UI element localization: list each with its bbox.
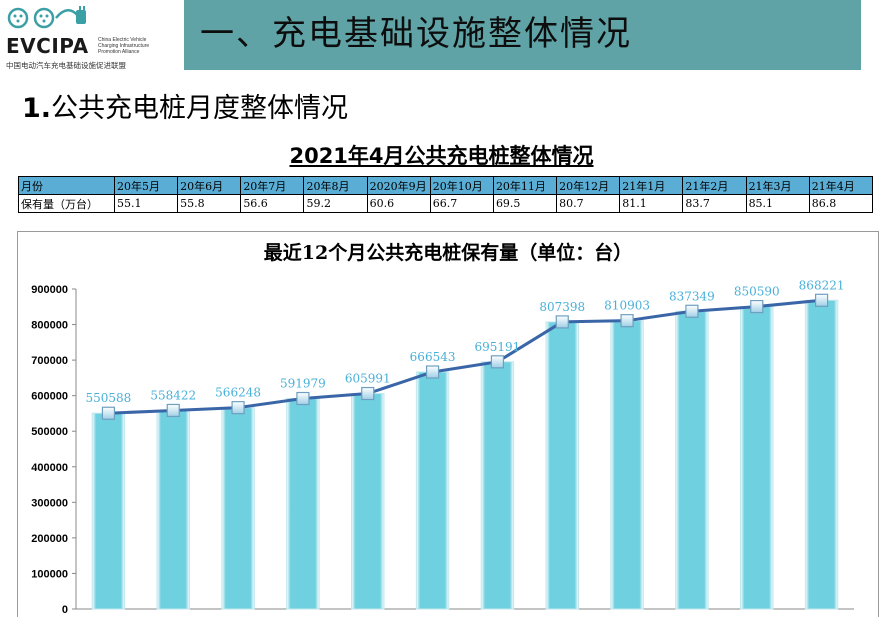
- y-tick-label: 100000: [31, 568, 68, 580]
- line-point: [814, 293, 829, 307]
- table-cell: 20年12月: [556, 176, 621, 195]
- table-cell: 20年11月: [492, 176, 558, 195]
- table-cell: 21年1月: [619, 176, 684, 195]
- table-cell: 85.1: [745, 194, 810, 213]
- data-label: 868221: [799, 278, 845, 292]
- data-label: 591979: [280, 377, 326, 391]
- table-cell: 20年5月: [113, 176, 179, 195]
- bar: [480, 361, 515, 610]
- data-label: 807398: [539, 300, 585, 314]
- table-cell: 81.1: [619, 194, 684, 213]
- bar-line-chart: 最近12个月公共充电桩保有量（单位：台） 0 100000 200000 300000 4…: [31, 241, 854, 616]
- page-title: 一、充电基础设施整体情况: [200, 14, 632, 54]
- table-row: 月份 20年5月 20年6月 20年7月 20年8月 2020年9月 20年10…: [18, 176, 874, 195]
- bar: [804, 299, 839, 610]
- y-tick-label: 600000: [31, 391, 68, 403]
- logo-subtitle: China Electric Vehicle Charging Infrastr…: [98, 37, 150, 55]
- data-label: 695191: [475, 340, 521, 354]
- line-point: [750, 299, 764, 314]
- table-cell: 80.7: [556, 194, 621, 213]
- table-cell: 86.8: [808, 194, 874, 213]
- bar: [740, 306, 774, 610]
- line-point: [101, 406, 116, 420]
- y-tick-label: 800000: [31, 320, 68, 332]
- bar: [415, 371, 450, 610]
- table-cell: 20年7月: [240, 176, 305, 195]
- y-tick-label: 0: [62, 604, 68, 616]
- line-point: [166, 403, 180, 418]
- data-label: 558422: [150, 388, 196, 402]
- summary-table: 月份 20年5月 20年6月 20年7月 20年8月 2020年9月 20年10…: [18, 176, 874, 213]
- header-bar: [184, 0, 861, 70]
- line-point: [620, 314, 634, 328]
- data-label: 566248: [215, 386, 261, 400]
- series-line: [108, 298, 822, 415]
- table-cell: 20年8月: [303, 176, 368, 195]
- y-tick-label: 400000: [31, 462, 68, 474]
- bar: [351, 393, 385, 610]
- table-cell: 20年10月: [429, 176, 494, 195]
- bar: [545, 321, 579, 610]
- line-point: [296, 391, 310, 406]
- logo-brand: EVCIPA: [6, 34, 89, 58]
- y-tick-label: 700000: [31, 355, 68, 367]
- table-cell: 21年4月: [808, 176, 874, 195]
- logo-plug-icon: [7, 6, 86, 29]
- data-label: 666543: [410, 350, 456, 364]
- table-cell: 66.7: [429, 194, 494, 213]
- chart-panel: 最近12个月公共充电桩保有量（单位：台） 0 100000 200000 300000 4…: [17, 231, 879, 617]
- table-cell: 21年3月: [745, 176, 810, 195]
- section-title: 1.公共充电桩月度整体情况: [22, 86, 348, 125]
- line-point: [425, 365, 440, 379]
- table-cell: 20年6月: [177, 176, 242, 195]
- table-title: 2021年4月公共充电桩整体情况: [289, 144, 594, 168]
- table-row-label: 月份: [18, 176, 115, 195]
- y-tick-label: 300000: [31, 497, 68, 509]
- data-label: 850590: [734, 285, 780, 299]
- table-cell: 69.5: [492, 194, 558, 213]
- bar: [221, 407, 255, 610]
- bar: [610, 320, 644, 610]
- line-point: [490, 355, 505, 369]
- logo-cn-name: 中国电动汽车充电基础设施促进联盟: [6, 61, 126, 70]
- y-tick-label: 900000: [31, 284, 68, 296]
- line-point: [685, 304, 699, 318]
- bar: [156, 409, 190, 610]
- table-cell: 56.6: [240, 194, 305, 213]
- table-cell: 60.6: [366, 194, 431, 213]
- table-row: 保有量（万台） 55.1 55.8 56.6 59.2 60.6 66.7 69…: [18, 194, 874, 213]
- data-label: 605991: [345, 372, 391, 386]
- bar: [91, 412, 126, 610]
- line-point: [361, 386, 375, 401]
- y-tick-label: 200000: [31, 533, 68, 545]
- data-label: 550588: [86, 391, 132, 405]
- table-cell: 83.7: [682, 194, 747, 213]
- table-cell: 2020年9月: [366, 176, 431, 195]
- line-point: [231, 401, 245, 415]
- section-title-text: 公共充电桩月度整体情况: [51, 93, 349, 124]
- chart-title: 最近12个月公共充电桩保有量（单位：台）: [264, 241, 632, 264]
- table-row-label: 保有量（万台）: [18, 194, 115, 213]
- table-cell: 55.1: [113, 194, 179, 213]
- table-cell: 59.2: [303, 194, 368, 213]
- data-label: 837349: [669, 289, 715, 303]
- section-number: 1.: [22, 93, 52, 124]
- table-cell: 21年2月: [682, 176, 747, 195]
- y-tick-label: 500000: [31, 426, 68, 438]
- line-point: [555, 315, 569, 329]
- evcipa-logo: EVCIPA China Electric Vehicle Charging I…: [0, 0, 182, 72]
- data-label: 810903: [604, 299, 650, 313]
- table-cell: 55.8: [177, 194, 242, 213]
- bar: [286, 398, 320, 610]
- bar: [675, 310, 709, 610]
